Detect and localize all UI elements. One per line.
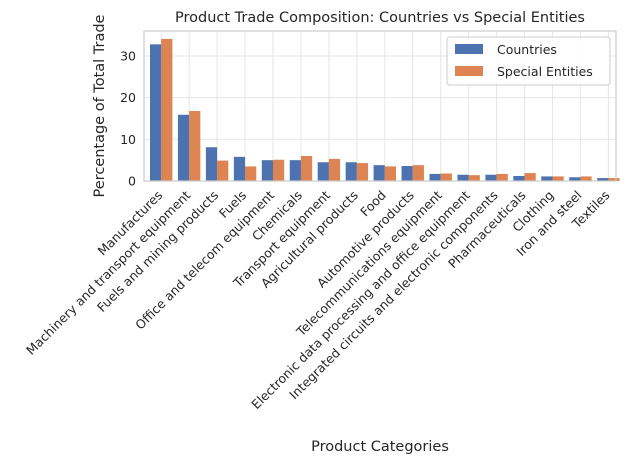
bar-countries-textiles: [597, 178, 609, 181]
legend-box: [446, 36, 611, 86]
bar-countries-integrated-circuits-and-electronic-components: [485, 174, 497, 181]
legend-swatch-special-entities: [455, 66, 483, 76]
y-axis-ticks: 0 10 20 30: [120, 49, 136, 189]
bar-special-entities-office-and-telecom-equipment: [273, 159, 285, 181]
y-tick-label: 20: [120, 90, 136, 105]
x-tick-label-machinery-and-transport-equipment: Machinery and transport equipment: [23, 187, 193, 357]
bar-special-entities-electronic-data-processing-and-office-equipment: [468, 175, 480, 181]
bar-special-entities-iron-and-steel: [580, 176, 592, 181]
bar-countries-agricultural-products: [345, 162, 357, 181]
x-axis-label: Product Categories: [311, 439, 449, 455]
bar-special-entities-telecommunications-equipment: [440, 173, 452, 181]
bar-countries-fuels-and-mining-products: [205, 147, 218, 181]
bar-countries-manufactures: [150, 44, 162, 182]
y-axis-label: Percentage of Total Trade: [92, 14, 108, 197]
bar-special-entities-agricultural-products: [356, 163, 369, 181]
bar-special-entities-manufactures: [161, 38, 173, 181]
bar-countries-electronic-data-processing-and-office-equipment: [457, 174, 469, 181]
legend-label-special-entities: Special Entities: [497, 64, 593, 79]
bar-special-entities-integrated-circuits-and-electronic-components: [496, 173, 508, 181]
legend-label-countries: Countries: [497, 42, 557, 57]
bar-special-entities-chemicals: [300, 156, 313, 181]
bar-countries-automotive-products: [401, 166, 413, 181]
bar-countries-pharmaceuticals: [513, 176, 525, 181]
bars: [150, 38, 620, 182]
bar-special-entities-automotive-products: [412, 165, 424, 181]
y-tick-label: 0: [128, 174, 136, 189]
grid: [144, 31, 616, 182]
bar-countries-fuels: [233, 156, 246, 181]
bar-countries-machinery-and-transport-equipment: [177, 114, 190, 181]
bar-special-entities-pharmaceuticals: [524, 173, 536, 181]
bar-countries-clothing: [541, 176, 553, 181]
legend: Countries Special Entities: [446, 36, 611, 86]
bar-special-entities-textiles: [608, 178, 620, 181]
bar-special-entities-food: [384, 166, 396, 181]
plot-frame: [143, 30, 617, 182]
bar-special-entities-transport-equipment: [328, 158, 341, 181]
y-tick-label: 10: [120, 132, 136, 147]
bar-special-entities-clothing: [552, 176, 564, 181]
bar-countries-food: [373, 165, 385, 181]
bar-countries-telecommunications-equipment: [429, 173, 441, 181]
bar-special-entities-fuels: [245, 166, 257, 181]
legend-swatch-countries: [455, 44, 483, 54]
bar-countries-chemicals: [289, 160, 301, 181]
y-tick-label: 30: [120, 49, 136, 64]
chart-title: Product Trade Composition: Countries vs …: [175, 10, 585, 26]
bar-countries-office-and-telecom-equipment: [261, 160, 273, 181]
bar-special-entities-machinery-and-transport-equipment: [189, 111, 201, 181]
bar-countries-transport-equipment: [317, 162, 329, 181]
bar-countries-iron-and-steel: [569, 177, 581, 181]
bar-special-entities-fuels-and-mining-products: [217, 160, 229, 181]
